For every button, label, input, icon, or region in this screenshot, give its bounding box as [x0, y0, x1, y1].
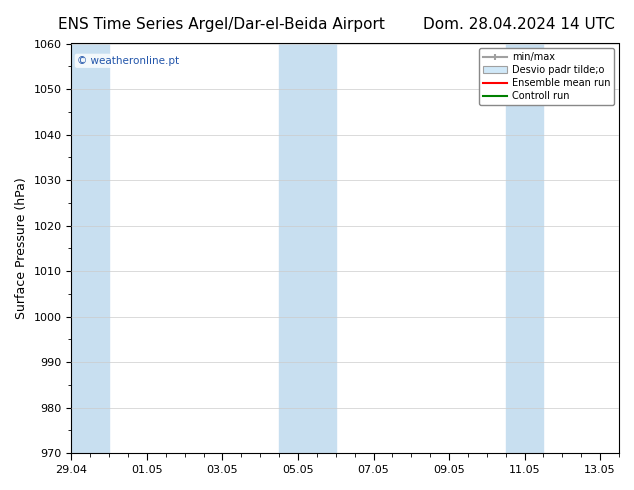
Bar: [506, 44, 543, 453]
Bar: [72, 44, 109, 453]
Text: ENS Time Series Argel/Dar-el-Beida Airport: ENS Time Series Argel/Dar-el-Beida Airpo…: [58, 17, 385, 32]
Legend: min/max, Desvio padr tilde;o, Ensemble mean run, Controll run: min/max, Desvio padr tilde;o, Ensemble m…: [479, 49, 614, 105]
Y-axis label: Surface Pressure (hPa): Surface Pressure (hPa): [15, 177, 28, 319]
Bar: [279, 44, 336, 453]
Text: Dom. 28.04.2024 14 UTC: Dom. 28.04.2024 14 UTC: [423, 17, 615, 32]
Text: © weatheronline.pt: © weatheronline.pt: [77, 56, 179, 66]
